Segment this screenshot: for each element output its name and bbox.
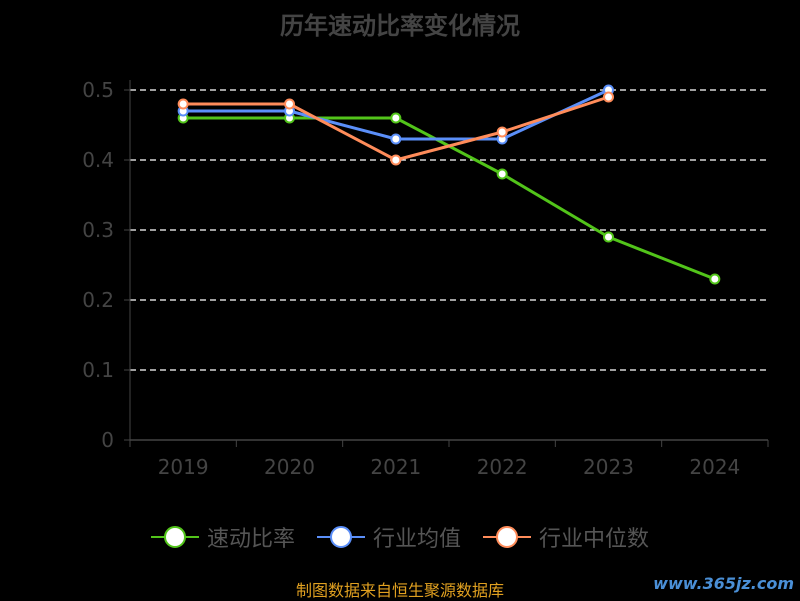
x-tick-label: 2021 [370, 455, 421, 479]
data-point [496, 126, 508, 138]
x-tick-label: 2019 [158, 455, 209, 479]
legend-label-industry-mean: 行业均值 [372, 527, 461, 552]
x-tick-label: 2023 [583, 455, 634, 479]
chart-title: 历年速动比率变化情况 [280, 12, 520, 40]
y-tick-label: 0.2 [82, 288, 114, 312]
legend-item-quick-ratio[interactable]: 速动比率 [150, 521, 295, 553]
data-point [496, 168, 508, 180]
data-point [284, 98, 295, 110]
y-tick-label: 0 [101, 428, 114, 452]
x-tick-label: 2022 [477, 455, 528, 479]
series-line [183, 116, 716, 281]
x-tick-label: 2024 [689, 455, 740, 479]
watermark: www.365jz.com [653, 574, 794, 593]
data-point [603, 231, 614, 243]
y-tick-label: 0.3 [82, 218, 114, 242]
series-line [183, 95, 609, 162]
legend-swatch-industry-mean [316, 525, 365, 549]
x-tick-label: 2020 [264, 455, 315, 479]
y-tick-label: 0.5 [82, 78, 114, 102]
data-point [709, 273, 721, 285]
data-point [603, 91, 614, 103]
legend-label-industry-median: 行业中位数 [539, 527, 650, 552]
data-source-note: 制图数据来自恒生聚源数据库 [295, 581, 504, 600]
legend-swatch-industry-median [483, 525, 531, 549]
legend-item-industry-mean[interactable]: 行业均值 [316, 521, 461, 553]
data-point [390, 133, 402, 145]
legend: 速动比率 行业均值 行业中位数 [0, 520, 800, 554]
data-point [390, 154, 402, 166]
legend-item-industry-median[interactable]: 行业中位数 [483, 521, 649, 553]
legend-label-quick-ratio: 速动比率 [206, 527, 295, 552]
y-tick-label: 0.4 [82, 148, 114, 172]
data-point [390, 112, 402, 124]
legend-swatch-quick-ratio [150, 525, 199, 549]
y-tick-label: 0.1 [82, 358, 114, 382]
data-point [177, 98, 189, 110]
